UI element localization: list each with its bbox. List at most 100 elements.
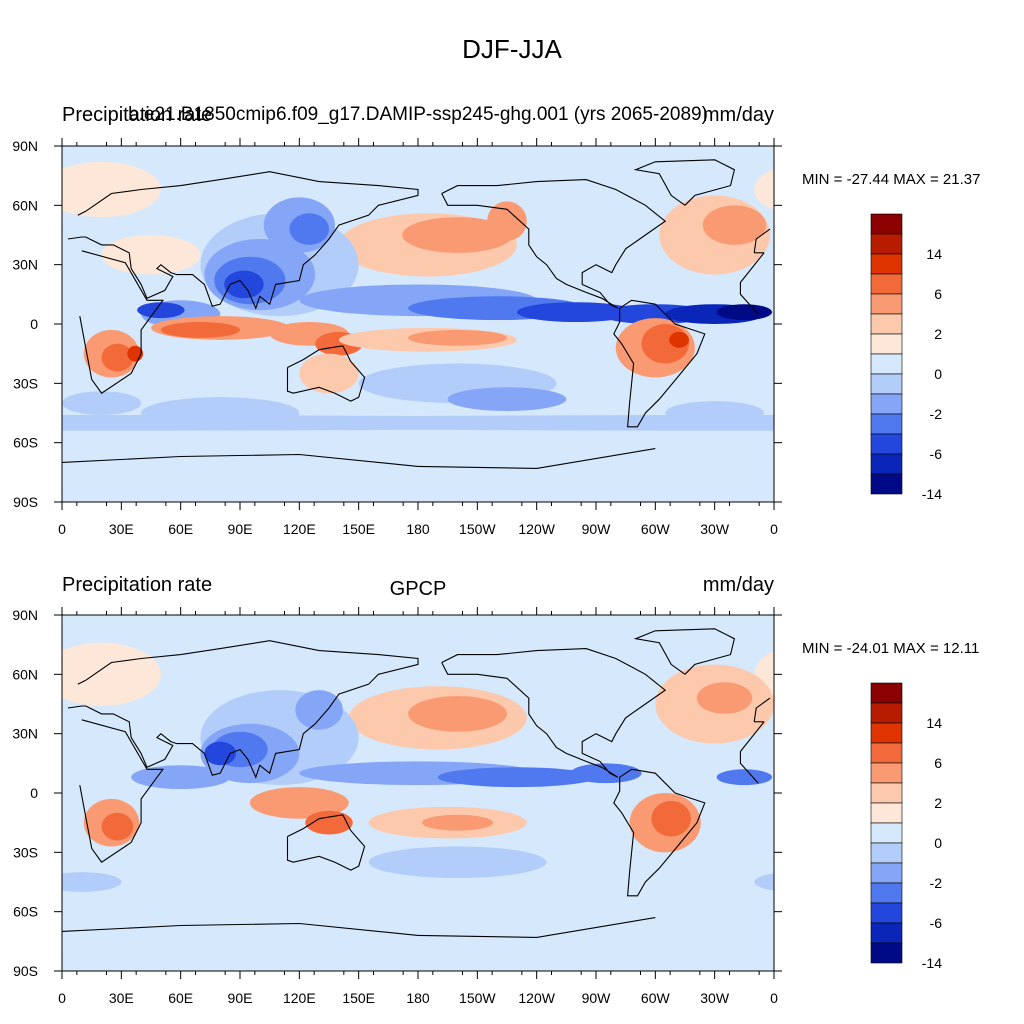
panel2-left-title: Precipitation rate: [62, 574, 213, 596]
colorbar-label: -14: [922, 486, 942, 502]
panel2-center-title: GPCP: [389, 578, 447, 600]
x-tick-label: 60W: [641, 521, 671, 537]
contour-region: [754, 873, 774, 891]
contour-region: [696, 682, 753, 714]
contour-region: [702, 205, 767, 245]
x-tick-label: 150W: [459, 521, 496, 537]
contour-region: [101, 343, 134, 372]
coastline: [79, 719, 164, 863]
y-tick-label: 90S: [13, 963, 38, 979]
contour-region: [299, 353, 359, 394]
colorbar-swatch: [870, 413, 903, 435]
contour-region: [447, 387, 567, 412]
contour-region: [437, 767, 596, 788]
colorbar-swatch: [870, 473, 903, 495]
colorbar-swatch: [870, 682, 903, 704]
contour-region: [131, 765, 231, 790]
coastline: [633, 159, 736, 206]
colorbar-swatch: [870, 802, 903, 824]
contour-region: [716, 304, 773, 321]
y-tick-label: 60S: [13, 435, 38, 451]
x-tick-label: 30W: [700, 521, 730, 537]
x-tick-label: 0: [58, 990, 66, 1006]
coastline: [67, 171, 419, 310]
coastlines: [62, 159, 771, 469]
colorbar-label: -2: [930, 406, 943, 422]
y-tick-label: 30S: [13, 844, 38, 860]
colorbar-swatch: [870, 942, 903, 964]
contour-region: [408, 329, 507, 346]
coastline: [286, 814, 366, 871]
contour-region: [121, 856, 280, 888]
contour-region: [716, 769, 773, 786]
colorbar-label: 14: [926, 715, 942, 731]
contour-region: [368, 846, 547, 879]
x-tick-label: 60E: [168, 521, 193, 537]
colorbar-swatch: [870, 213, 903, 235]
contour-region: [669, 331, 689, 348]
colorbar-swatch: [870, 313, 903, 335]
x-tick-label: 60E: [168, 990, 193, 1006]
precip-difference-field: [62, 146, 774, 502]
x-tick-label: 180: [406, 521, 430, 537]
x-tick-label: 150E: [342, 521, 375, 537]
coastline: [62, 922, 419, 936]
contour-region: [62, 414, 774, 431]
colorbar-label: -6: [930, 915, 943, 931]
coastline: [79, 250, 164, 394]
x-tick-label: 120W: [518, 521, 555, 537]
coastline: [441, 648, 667, 778]
x-tick-label: 0: [770, 521, 778, 537]
colorbar-swatch: [870, 233, 903, 255]
coastline: [739, 751, 759, 784]
x-tick-label: 120E: [283, 990, 316, 1006]
colorbar-label: 2: [934, 795, 942, 811]
contour-region: [570, 763, 642, 784]
colorbar-swatch: [870, 782, 903, 804]
coastline: [62, 453, 419, 467]
colorbar-swatch: [870, 822, 903, 844]
coastline: [417, 917, 656, 938]
contour-region: [295, 690, 343, 730]
colorbar-swatch: [870, 922, 903, 944]
panel1-units-title: mm/day: [702, 104, 774, 126]
figure-title: DJF-JJA: [462, 34, 562, 64]
y-tick-label: 90N: [12, 138, 38, 154]
contour-region: [101, 812, 134, 841]
x-tick-label: 30E: [109, 521, 134, 537]
coastline: [739, 252, 765, 283]
y-tick-label: 0: [30, 316, 38, 332]
x-tick-label: 30E: [109, 990, 134, 1006]
contour-region: [651, 800, 691, 837]
contour-region: [408, 696, 507, 732]
coastline: [417, 448, 656, 469]
y-tick-label: 90N: [12, 607, 38, 623]
colorbar-swatch: [870, 742, 903, 764]
colorbar-label: 0: [934, 366, 942, 382]
x-tick-label: 180: [406, 990, 430, 1006]
colorbar: 14 6 2 0 -2 -6 -14: [870, 682, 943, 971]
colorbar-swatch: [870, 453, 903, 475]
coastline: [753, 228, 771, 253]
coastline: [286, 345, 366, 402]
contour-region: [62, 391, 142, 415]
colorbar-swatch: [870, 373, 903, 395]
panel1-left-title: Precipitation rate: [62, 104, 213, 126]
coastlines: [62, 628, 771, 938]
colorbar-swatch: [870, 293, 903, 315]
x-tick-label: 150E: [342, 990, 375, 1006]
colorbar-label: 2: [934, 326, 942, 342]
colorbar-swatch: [870, 353, 903, 375]
colorbar-swatch: [870, 842, 903, 864]
coastline: [739, 282, 759, 315]
y-tick-label: 30S: [13, 375, 38, 391]
map-panel-2: 0 30E 60E 90E 120E 150E 180 150W 120W 90W 60W 30W 0 9…: [12, 607, 942, 1006]
y-tick-label: 60S: [13, 904, 38, 920]
colorbar-label: 0: [934, 835, 942, 851]
colorbar-label: 14: [926, 246, 942, 262]
colorbar-swatch: [870, 393, 903, 415]
x-tick-label: 90E: [228, 521, 253, 537]
contour-region: [62, 161, 161, 218]
contour-region: [204, 741, 237, 766]
